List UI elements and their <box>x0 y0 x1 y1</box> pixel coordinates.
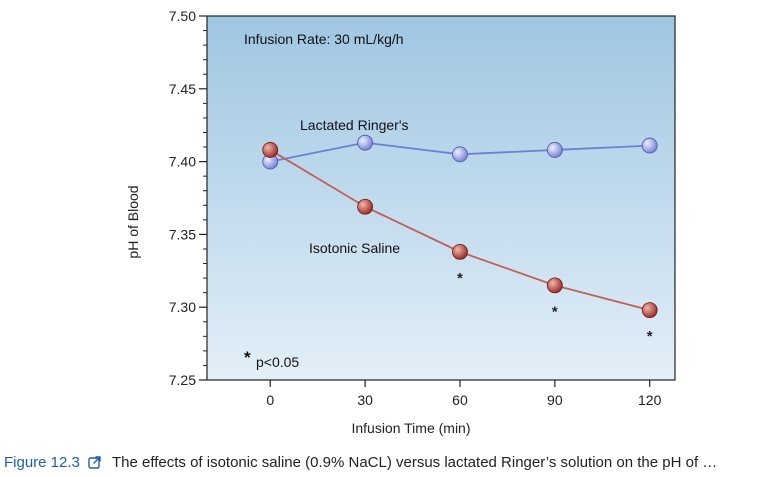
y-tick-label: 7.40 <box>169 154 196 170</box>
y-tick-label: 7.30 <box>169 299 196 315</box>
x-tick-label: 120 <box>638 392 662 408</box>
y-tick-label: 7.25 <box>169 372 196 388</box>
significance-star: * <box>457 270 463 287</box>
chart-title: Infusion Rate: 30 mL/kg/h <box>244 31 404 47</box>
series-label-isotonic-saline: Isotonic Saline <box>309 240 400 256</box>
x-axis-label: Infusion Time (min) <box>351 420 470 436</box>
point-isotonic-saline <box>641 302 658 319</box>
significance-star: * <box>552 303 558 320</box>
point-isotonic-saline <box>546 277 563 294</box>
caption-text: The effects of isotonic saline (0.9% NaC… <box>111 454 718 471</box>
point-lactated-ringers <box>546 142 563 158</box>
point-isotonic-saline <box>262 142 279 158</box>
point-lactated-ringers <box>357 134 374 151</box>
annotation-pvalue: p<0.05 <box>256 354 299 370</box>
y-tick-label: 7.50 <box>169 8 196 24</box>
external-link-icon[interactable] <box>88 455 102 469</box>
series-label-lactated-ringers: Lactated Ringer's <box>300 117 409 133</box>
y-tick-label: 7.45 <box>169 81 196 97</box>
point-isotonic-saline <box>452 243 468 260</box>
plot-background <box>207 16 675 380</box>
x-tick-label: 60 <box>452 392 468 408</box>
x-tick-label: 0 <box>266 392 274 408</box>
point-lactated-ringers <box>641 137 658 154</box>
chart: 7.25 7.30 7.35 7.40 7.45 7.50 0 30 60 90 120 Infusi… <box>125 8 676 436</box>
y-tick-label: 7.35 <box>169 226 196 242</box>
annotation-star: * <box>244 348 251 367</box>
axes: 7.25 7.30 7.35 7.40 7.45 7.50 0 30 60 90 120 Infusi… <box>125 8 676 436</box>
chart-svg: 7.25 7.30 7.35 7.40 7.45 7.50 0 30 60 90 120 Infusi… <box>125 8 676 436</box>
series-layer: * * * <box>262 134 658 345</box>
plot-frame <box>206 15 676 381</box>
x-tick-label: 30 <box>357 392 373 408</box>
figure-label-link[interactable]: Figure 12.3 <box>4 454 80 471</box>
x-tick-label: 90 <box>547 392 563 408</box>
y-axis-label: pH of Blood <box>125 185 141 258</box>
labels-layer: Infusion Rate: 30 mL/kg/h Lactated Ringer… <box>244 31 409 370</box>
significance-star: * <box>647 328 653 345</box>
point-isotonic-saline <box>357 198 374 215</box>
figure-caption: Figure 12.3 The effects of isotonic sali… <box>4 453 770 475</box>
point-lactated-ringers <box>452 146 468 163</box>
